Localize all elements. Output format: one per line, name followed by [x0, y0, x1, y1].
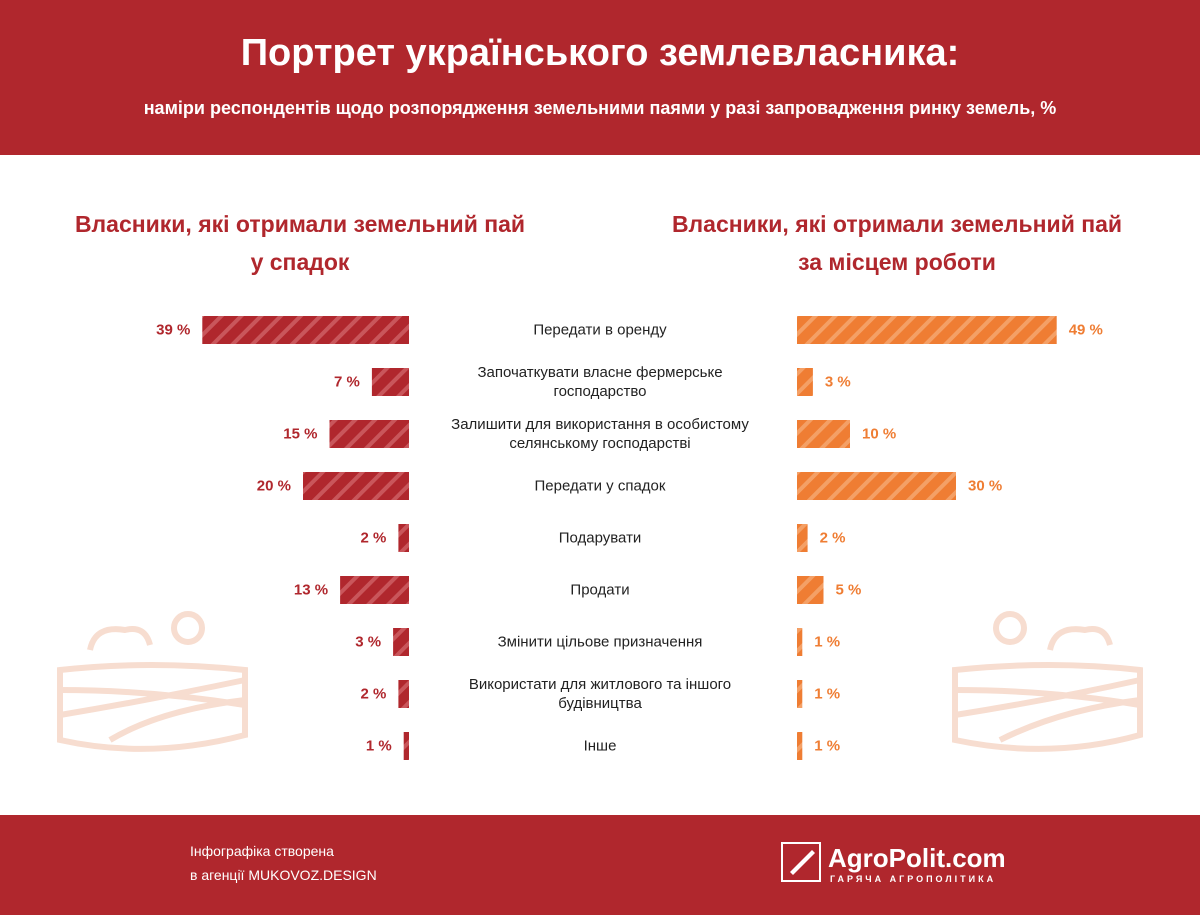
bar — [393, 628, 409, 656]
bar — [202, 316, 409, 344]
category-label: Використати для житлового та іншого буді… — [468, 676, 732, 712]
value-label: 13 % — [293, 581, 329, 599]
value-label: 39 % — [156, 321, 191, 339]
category-label: Продати — [570, 581, 630, 599]
value-label: 1 % — [814, 633, 841, 651]
bar — [797, 576, 824, 604]
value-label: 5 % — [835, 581, 862, 599]
bar — [403, 732, 409, 760]
category-label: Передати в оренду — [533, 321, 667, 339]
bar — [371, 368, 409, 396]
series-heading: Власники, які отримали земельний пай за … — [671, 211, 1123, 275]
bar — [797, 628, 803, 656]
subtitle: наміри респондентів щодо розпорядження з… — [143, 98, 1057, 118]
value-label: 1 % — [814, 685, 841, 703]
category-label: Започаткувати власне фермерське господар… — [477, 364, 723, 400]
category-label: Залишити для використання в особистому с… — [451, 416, 749, 452]
credit: в агенції MUKOVOZ.DESIGN — [190, 867, 377, 883]
value-label: 7 % — [334, 373, 360, 391]
value-label: 3 % — [824, 373, 851, 391]
value-label: 3 % — [355, 633, 382, 651]
value-label: 49 % — [1068, 321, 1103, 339]
footer-band — [0, 815, 1200, 915]
logo: AgroPolit.com — [828, 843, 1006, 873]
bar — [797, 420, 850, 448]
bar — [797, 316, 1057, 344]
category-label: Подарувати — [558, 529, 642, 547]
title: Портрет українського землевласника: — [240, 32, 960, 74]
header-band — [0, 0, 1200, 155]
bar — [797, 472, 956, 500]
tagline: ГАРЯЧА АГРОПОЛІТИКА — [830, 874, 997, 884]
bar — [340, 576, 409, 604]
value-label: 1 % — [814, 737, 841, 755]
value-label: 30 % — [968, 477, 1003, 495]
value-label: 1 % — [365, 737, 392, 755]
bar — [797, 732, 803, 760]
value-label: 10 % — [862, 425, 897, 443]
category-label: Змінити цільове призначення — [497, 633, 703, 651]
bar — [797, 368, 813, 396]
value-label: 2 % — [360, 529, 387, 547]
category-label: Інше — [583, 737, 617, 755]
series-heading: Власники, які отримали земельний пай у с… — [74, 211, 526, 275]
logo-icon — [781, 842, 821, 882]
category-label: Передати у спадок — [534, 477, 666, 495]
value-label: 20 % — [256, 477, 291, 495]
field-decoration — [57, 611, 1143, 752]
bar — [329, 420, 409, 448]
value-label: 15 % — [283, 425, 318, 443]
bar — [398, 680, 409, 708]
bar — [303, 472, 409, 500]
value-label: 2 % — [819, 529, 846, 547]
bar — [797, 680, 803, 708]
credit: Інфографіка створена — [190, 843, 334, 859]
bar — [398, 524, 409, 552]
bar — [797, 524, 808, 552]
value-label: 2 % — [360, 685, 387, 703]
